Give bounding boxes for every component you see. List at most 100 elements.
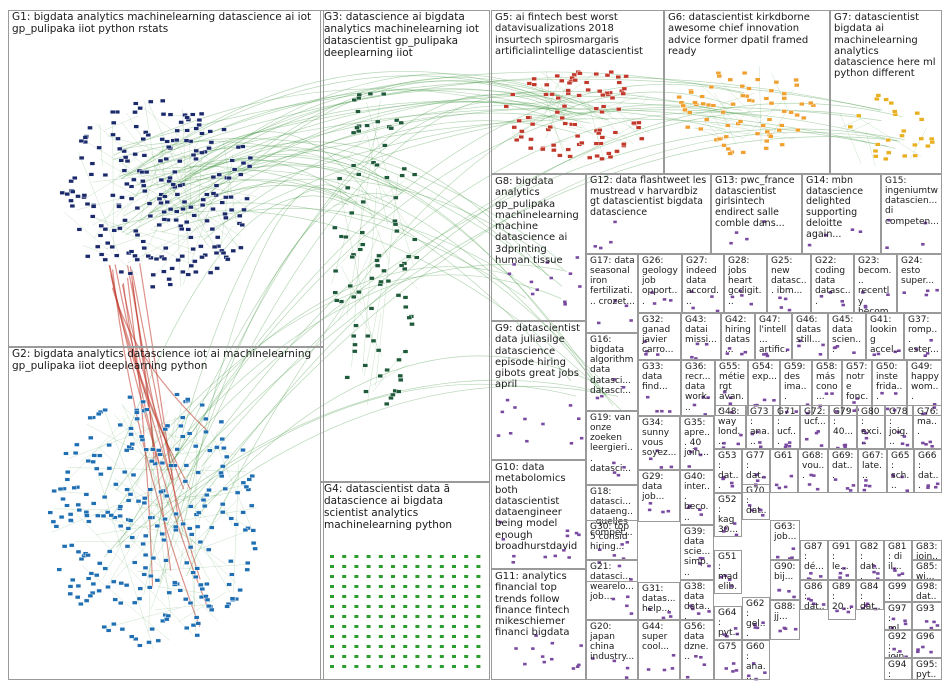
graph-node bbox=[873, 154, 879, 159]
graph-node bbox=[755, 626, 760, 630]
graph-node bbox=[921, 645, 925, 649]
graph-node bbox=[815, 487, 820, 491]
graph-node bbox=[111, 622, 117, 627]
graph-node bbox=[118, 601, 124, 606]
graph-node bbox=[362, 363, 368, 368]
graph-node bbox=[226, 582, 232, 587]
graph-node bbox=[760, 123, 766, 128]
graph-node bbox=[929, 626, 934, 630]
group-label: G91: le... bbox=[832, 542, 851, 573]
graph-node bbox=[68, 179, 74, 184]
graph-node bbox=[807, 483, 812, 486]
graph-node bbox=[685, 675, 690, 679]
group-label: G68: vou... bbox=[802, 451, 825, 482]
graph-node bbox=[864, 484, 868, 487]
graph-node bbox=[210, 207, 216, 212]
group-label: G93 bbox=[916, 604, 935, 614]
group-panel-g76: G76: ma... bbox=[913, 405, 942, 449]
graph-edge-internal bbox=[351, 196, 364, 368]
graph-node bbox=[707, 564, 711, 568]
graph-node bbox=[90, 581, 97, 586]
graph-node bbox=[199, 150, 205, 155]
graph-node bbox=[730, 295, 735, 299]
graph-node bbox=[799, 101, 805, 106]
graph-node bbox=[378, 595, 383, 598]
graph-node bbox=[872, 353, 876, 357]
graph-node bbox=[561, 104, 568, 109]
group-panel-g82: G82: dat... bbox=[856, 540, 884, 580]
graph-node bbox=[330, 665, 334, 668]
graph-node bbox=[754, 131, 761, 136]
graph-node bbox=[188, 205, 194, 210]
group-label: G88: jj... bbox=[774, 602, 796, 623]
graph-node bbox=[698, 508, 702, 511]
graph-node bbox=[188, 263, 195, 268]
graph-node bbox=[551, 148, 557, 153]
graph-node bbox=[739, 433, 743, 437]
graph-edge-internal bbox=[366, 135, 389, 226]
graph-node bbox=[406, 315, 412, 320]
graph-node bbox=[476, 615, 481, 618]
graph-node bbox=[199, 131, 205, 136]
graph-edge bbox=[113, 138, 562, 262]
graph-node bbox=[110, 193, 116, 198]
graph-node bbox=[243, 484, 250, 489]
graph-node bbox=[852, 351, 856, 354]
group-panel-g46: G46: datas still... bbox=[792, 313, 828, 360]
group-label: G19: van onze zoeken leergieri... datasc… bbox=[590, 413, 633, 474]
graph-node bbox=[599, 246, 603, 250]
graph-node bbox=[72, 175, 78, 180]
graph-node bbox=[587, 155, 593, 160]
graph-edge bbox=[201, 385, 619, 505]
graph-node bbox=[330, 585, 334, 588]
graph-node bbox=[563, 303, 567, 306]
group-panel-g97: G97: ml... bbox=[884, 602, 912, 630]
graph-node bbox=[725, 146, 731, 151]
graph-node bbox=[375, 348, 382, 353]
group-panel-g93: G93 bbox=[912, 602, 942, 630]
graph-node bbox=[78, 602, 84, 607]
graph-node bbox=[452, 615, 456, 618]
graph-node bbox=[550, 657, 554, 661]
graph-edge bbox=[199, 355, 597, 514]
graph-edge-internal bbox=[58, 491, 87, 494]
graph-edge-internal bbox=[80, 401, 165, 462]
graph-node bbox=[687, 110, 693, 115]
graph-node bbox=[152, 461, 158, 466]
graph-node bbox=[923, 412, 928, 415]
graph-node bbox=[149, 627, 155, 632]
graph-node bbox=[872, 570, 876, 574]
graph-node bbox=[892, 567, 897, 570]
graph-node bbox=[562, 121, 568, 126]
graph-node bbox=[838, 571, 843, 575]
graph-edge-internal bbox=[94, 217, 191, 249]
graph-node bbox=[128, 432, 134, 437]
group-label: G2: bigdata analytics datascience iot ai… bbox=[12, 348, 312, 372]
graph-node bbox=[169, 266, 175, 271]
graph-node bbox=[842, 444, 847, 447]
graph-node bbox=[900, 572, 905, 575]
group-label: G29: data job... bbox=[642, 472, 665, 503]
graph-node bbox=[342, 615, 347, 618]
graph-node bbox=[153, 257, 160, 262]
graph-node bbox=[193, 126, 200, 131]
graph-node bbox=[198, 111, 205, 116]
graph-node bbox=[194, 633, 201, 638]
graph-node bbox=[464, 665, 469, 668]
graph-node bbox=[924, 443, 928, 446]
group-label: G14: mbn datascience delighted supportin… bbox=[806, 175, 864, 240]
graph-edge-internal bbox=[377, 175, 411, 202]
group-panel-g87: G87: dé... bbox=[800, 540, 828, 580]
graph-edge-internal bbox=[346, 99, 381, 317]
graph-node bbox=[464, 555, 469, 558]
graph-edge-internal bbox=[608, 94, 629, 116]
graph-node bbox=[550, 143, 557, 148]
graph-node bbox=[562, 549, 566, 552]
graph-node bbox=[833, 346, 838, 349]
graph-edge bbox=[122, 89, 566, 179]
graph-node bbox=[740, 294, 744, 297]
group-label: G60: ana... bbox=[746, 642, 766, 680]
group-panel-g20: G20: japan china industry... bbox=[586, 620, 638, 680]
graph-node bbox=[464, 615, 469, 618]
